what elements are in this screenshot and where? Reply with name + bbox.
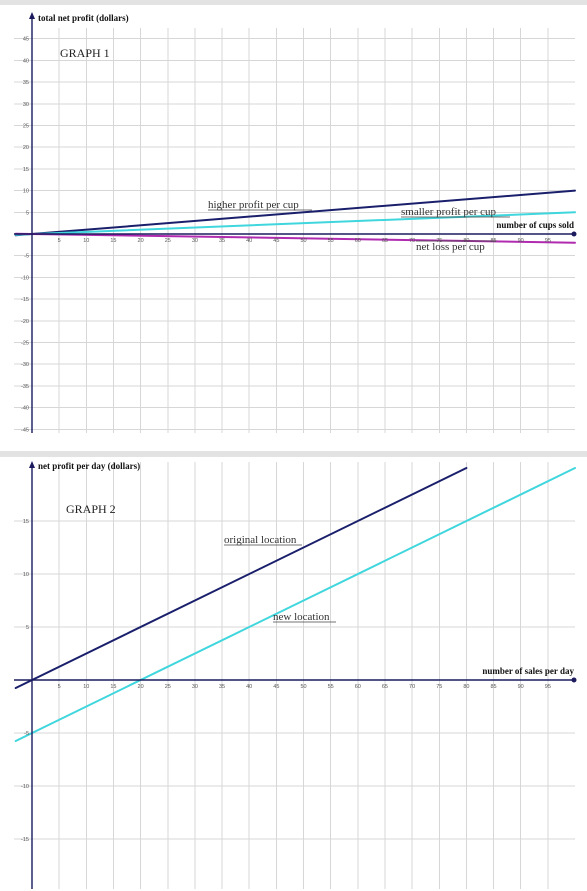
x-tick-label: 10 [83, 238, 89, 244]
y-tick-label: 35 [23, 80, 29, 86]
x-tick-label: 15 [110, 238, 116, 244]
x-tick-label: 70 [409, 684, 415, 690]
x-tick-label: 90 [518, 684, 524, 690]
graph-2-x-arrow [571, 677, 577, 683]
x-tick-label: 65 [382, 238, 388, 244]
x-tick-label: 75 [436, 684, 442, 690]
y-tick-label: -30 [21, 362, 29, 368]
series-line-smaller-profit-per-cup [14, 211, 576, 236]
graph-1-axes [14, 12, 577, 433]
x-tick-label: 35 [219, 684, 225, 690]
x-tick-label: 90 [518, 238, 524, 244]
y-tick-label: -5 [24, 731, 29, 737]
y-tick-label: 45 [23, 37, 29, 43]
x-tick-label: 10 [83, 684, 89, 690]
y-tick-label: -15 [21, 297, 29, 303]
graph-1-x-title: number of cups sold [496, 220, 574, 230]
x-tick-label: 30 [192, 238, 198, 244]
y-tick-label: -25 [21, 341, 29, 347]
graph-1-y-arrow [29, 12, 35, 19]
y-tick-label: 10 [23, 572, 29, 578]
y-tick-label: 15 [23, 167, 29, 173]
x-tick-label: 65 [382, 684, 388, 690]
graph-2-y-title: net profit per day (dollars) [38, 461, 140, 471]
graph-2-x-title: number of sales per day [482, 666, 574, 676]
graph-1-x-arrow [571, 231, 577, 237]
y-tick-label: 40 [23, 58, 29, 64]
x-tick-label: 20 [138, 238, 144, 244]
x-tick-label: 35 [219, 238, 225, 244]
x-tick-label: 5 [58, 238, 61, 244]
y-tick-label: 30 [23, 102, 29, 108]
x-tick-label: 40 [246, 238, 252, 244]
graph-1: 5 10 15 20 25 30 35 40 45 50 55 60 65 70 75 80 85 90 95454… [14, 12, 577, 433]
x-tick-label: 45 [273, 684, 279, 690]
graph-2-title: GRAPH 2 [66, 502, 116, 516]
y-tick-label: -10 [21, 784, 29, 790]
x-tick-label: 40 [246, 684, 252, 690]
graph-1-y-title: total net profit (dollars) [38, 13, 129, 23]
y-tick-label: 10 [23, 189, 29, 195]
y-tick-label: -10 [21, 275, 29, 281]
x-tick-label: 25 [165, 238, 171, 244]
series-line-higher-profit-per-cup [14, 189, 576, 237]
y-tick-label: -35 [21, 384, 29, 390]
label-higher-profit: higher profit per cup [208, 199, 299, 211]
series-line-original-location [14, 467, 468, 689]
x-tick-label: 80 [463, 684, 469, 690]
y-tick-label: 20 [23, 145, 29, 151]
graph-2: 5 10 15 20 25 30 35 40 45 50 55 60 65 70 75 80 85 90 95 15 1… [14, 461, 577, 889]
y-tick-label: -15 [21, 837, 29, 843]
graph-2-axes [14, 461, 577, 889]
graph-1-grid [14, 28, 575, 433]
y-tick-label: 25 [23, 124, 29, 130]
y-tick-label: 5 [26, 210, 29, 216]
x-tick-label: 85 [490, 684, 496, 690]
x-tick-label: 70 [409, 238, 415, 244]
x-tick-label: 95 [545, 684, 551, 690]
x-tick-label: 50 [300, 684, 306, 690]
x-tick-label: 55 [328, 238, 334, 244]
graph-1-title: GRAPH 1 [60, 46, 110, 60]
label-new-location: new location [273, 611, 330, 623]
x-tick-label: 55 [328, 684, 334, 690]
graph-2-series [14, 467, 576, 742]
series-line-new-location [14, 467, 576, 742]
label-original-location: original location [224, 534, 297, 546]
x-tick-label: 30 [192, 684, 198, 690]
y-tick-label: 15 [23, 519, 29, 525]
x-tick-label: 20 [138, 684, 144, 690]
y-tick-label: 5 [26, 625, 29, 631]
x-tick-label: 50 [300, 238, 306, 244]
label-net-loss: net loss per cup [416, 241, 485, 253]
x-tick-label: 60 [355, 238, 361, 244]
y-tick-label: -20 [21, 319, 29, 325]
graph-2-y-arrow [29, 461, 35, 468]
y-tick-label: -40 [21, 406, 29, 412]
x-tick-label: 60 [355, 684, 361, 690]
graph-2-tick-labels: 5 10 15 20 25 30 35 40 45 50 55 60 65 70 75 80 85 90 95 15 1… [21, 519, 551, 843]
x-tick-label: 25 [165, 684, 171, 690]
y-tick-label: -45 [21, 427, 29, 433]
y-tick-label: -5 [24, 254, 29, 260]
x-tick-label: 5 [58, 684, 61, 690]
label-smaller-profit: smaller profit per cup [401, 206, 496, 218]
x-tick-label: 95 [545, 238, 551, 244]
graph-2-grid [14, 462, 575, 889]
x-tick-label: 15 [110, 684, 116, 690]
x-tick-label: 45 [273, 238, 279, 244]
